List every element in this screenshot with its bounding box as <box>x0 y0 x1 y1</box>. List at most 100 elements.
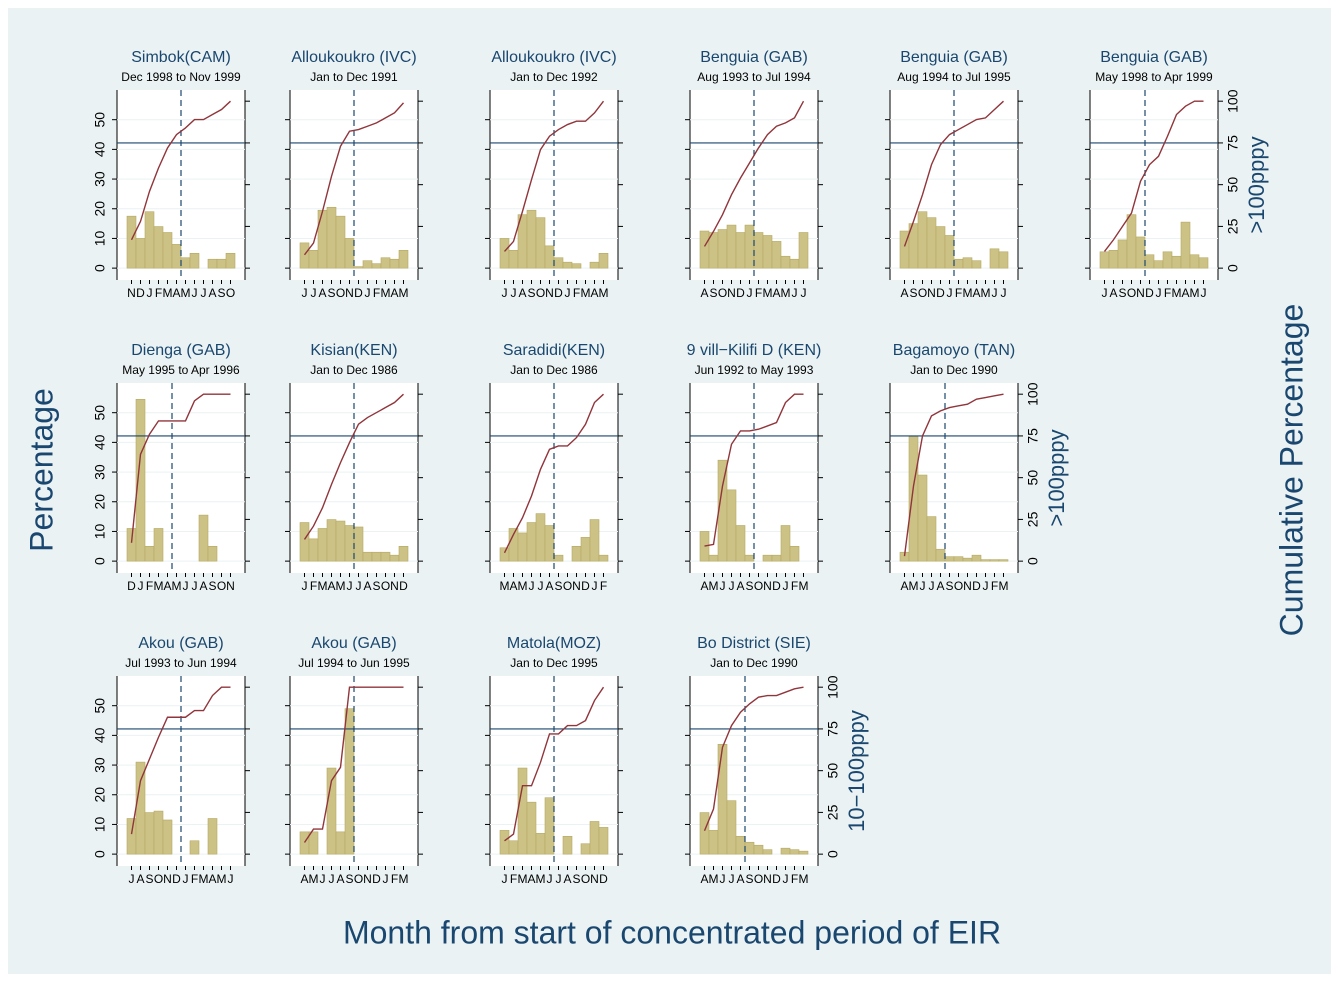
x-tick-label: J <box>192 579 198 593</box>
x-tick-label: S <box>1118 286 1126 300</box>
bar <box>944 235 955 269</box>
x-tick-label: M <box>963 286 973 300</box>
x-tick-label: M <box>981 286 991 300</box>
bar <box>989 559 1000 562</box>
x-tick-label: D <box>936 286 945 300</box>
x-tick-label: O <box>381 579 390 593</box>
x-tick-label: F <box>310 579 317 593</box>
x-tick-label: J <box>592 579 598 593</box>
x-tick-label: D <box>972 579 981 593</box>
bar <box>962 257 973 269</box>
x-tick-label: N <box>127 286 136 300</box>
panel-subtitle: Jan to Dec 1990 <box>910 363 998 377</box>
x-tick-label: A <box>336 872 344 886</box>
bar <box>299 831 310 855</box>
bar <box>171 244 182 269</box>
x-tick-label: A <box>563 872 571 886</box>
y2-tick-label: 0 <box>1225 264 1241 272</box>
x-tick-label: O <box>226 286 235 300</box>
bar <box>308 538 319 562</box>
x-tick-label: M <box>1172 286 1182 300</box>
y2-tick-label: 25 <box>1025 511 1041 527</box>
bar <box>508 840 519 855</box>
x-tick-label: M <box>909 579 919 593</box>
cumulative-line <box>503 100 605 252</box>
x-tick-label: J <box>129 872 135 886</box>
x-tick-label: M <box>781 286 791 300</box>
bar <box>362 260 373 269</box>
bar <box>780 847 791 855</box>
x-tick-label: A <box>972 286 980 300</box>
x-tick-label: A <box>208 872 216 886</box>
x-tick-label: N <box>226 579 235 593</box>
bar <box>598 252 609 269</box>
bar <box>526 522 537 562</box>
x-tick-label: D <box>599 872 608 886</box>
x-tick-label: M <box>599 286 609 300</box>
bar <box>726 489 737 562</box>
x-tick-label: O <box>718 286 727 300</box>
bar <box>326 767 337 855</box>
x-tick-label: N <box>572 579 581 593</box>
bar <box>544 245 555 269</box>
bar <box>335 215 346 269</box>
bar <box>299 242 310 269</box>
x-tick-label: M <box>172 579 182 593</box>
x-tick-label: F <box>510 872 517 886</box>
y-tick-label: 40 <box>92 727 108 743</box>
x-tick-label: O <box>754 872 763 886</box>
x-tick-label: M <box>154 579 164 593</box>
bar <box>144 812 155 855</box>
panel-title: Bo District (SIE) <box>697 635 811 652</box>
bar <box>1162 251 1173 269</box>
x-tick-label: S <box>145 872 153 886</box>
cumulative-line <box>303 102 405 256</box>
y-tick-label: 50 <box>92 405 108 421</box>
x-tick-label: J <box>801 286 807 300</box>
panel-subtitle: Jul 1994 to Jun 1995 <box>298 656 410 670</box>
x-tick-label: F <box>955 286 962 300</box>
x-tick-label: A <box>700 286 708 300</box>
bar <box>935 548 946 562</box>
x-tick-label: D <box>1145 286 1154 300</box>
x-tick-label: F <box>391 872 398 886</box>
x-tick-label: J <box>556 872 562 886</box>
bar <box>535 217 546 269</box>
cumulative-line <box>303 393 404 540</box>
x-tick-label: J <box>183 872 189 886</box>
cumulative-line <box>704 393 804 547</box>
x-tick-label: A <box>700 872 708 886</box>
x-tick-label: J <box>329 872 335 886</box>
x-tick-label: A <box>509 579 517 593</box>
bar <box>389 258 400 269</box>
bar <box>789 849 800 855</box>
x-tick-label: O <box>536 286 545 300</box>
bar <box>1189 254 1200 269</box>
bar <box>717 743 728 855</box>
bar <box>1108 250 1119 269</box>
y-tick-label: 30 <box>92 757 108 773</box>
x-tick-label: A <box>736 579 744 593</box>
x-tick-label: J <box>356 579 362 593</box>
y2-tick-label: 100 <box>1225 89 1241 113</box>
bar <box>144 545 155 562</box>
bar <box>380 551 391 562</box>
x-tick-label: F <box>373 286 380 300</box>
x-tick-label: D <box>127 579 136 593</box>
bar <box>744 224 755 269</box>
x-tick-label: M <box>1190 286 1200 300</box>
y2-tick-label: 50 <box>1225 177 1241 193</box>
y-tick-label: 0 <box>92 557 108 565</box>
bar <box>935 226 946 269</box>
x-tick-label: J <box>511 286 517 300</box>
panel-subtitle: Jan to Dec 1990 <box>710 656 798 670</box>
bar <box>753 844 764 855</box>
panel-title: 9 vill−Kilifi D (KEN) <box>687 342 822 359</box>
bar <box>908 436 919 562</box>
x-tick-label: N <box>1136 286 1145 300</box>
x-tick-label: J <box>183 579 189 593</box>
bar <box>389 554 400 562</box>
bar <box>771 241 782 269</box>
x-tick-label: J <box>1001 286 1007 300</box>
x-tick-label: D <box>581 579 590 593</box>
